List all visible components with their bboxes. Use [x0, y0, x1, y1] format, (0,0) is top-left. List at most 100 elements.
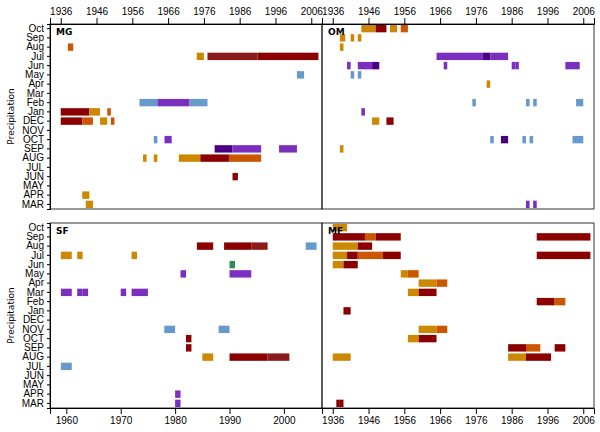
- bar: [437, 326, 448, 333]
- tick-mark: [47, 310, 50, 311]
- bar: [333, 261, 344, 268]
- bar: [376, 25, 387, 32]
- bar: [61, 108, 90, 115]
- bar: [83, 289, 88, 296]
- bar: [175, 390, 180, 397]
- bar: [555, 344, 566, 351]
- tick-mark: [47, 375, 50, 376]
- panel: 19601970198019902000OctSepAugJulJunMayAp…: [6, 222, 323, 426]
- tick-mark: [476, 408, 477, 414]
- bar: [224, 242, 251, 249]
- tick-mark: [47, 93, 50, 94]
- tick-mark: [47, 366, 50, 367]
- bar: [89, 108, 100, 115]
- bar: [522, 136, 526, 143]
- tick-label: 1996: [265, 6, 288, 17]
- x-tick: 1980: [164, 408, 187, 426]
- bar: [576, 99, 583, 106]
- bar: [472, 99, 476, 106]
- bar: [419, 326, 437, 333]
- bar: [537, 252, 591, 259]
- bar: [351, 71, 355, 78]
- tick-label: 1956: [394, 6, 417, 17]
- x-tick: 1956: [394, 6, 417, 24]
- x-tick: 2006: [573, 6, 596, 24]
- bar: [132, 252, 137, 259]
- x-tick: 1976: [193, 6, 216, 24]
- panel-title: MG: [56, 27, 72, 37]
- tick-mark: [47, 246, 50, 247]
- bar: [61, 363, 72, 370]
- tick-label: 1970: [110, 415, 133, 426]
- panel-title: MF: [328, 226, 343, 236]
- tick-mark: [47, 329, 50, 330]
- bar: [179, 154, 200, 161]
- x-tick: 1936: [322, 408, 345, 426]
- bar: [306, 242, 317, 249]
- bar: [143, 154, 147, 161]
- bar: [154, 154, 158, 161]
- tick-mark: [121, 408, 122, 414]
- tick-mark: [369, 18, 370, 24]
- x-tick: 1956: [394, 408, 417, 426]
- axis-line: [323, 18, 595, 25]
- bar: [358, 71, 362, 78]
- bar: [358, 252, 383, 259]
- x-tick: 1946: [358, 408, 381, 426]
- bar: [515, 62, 519, 69]
- y-tick: MAR: [22, 398, 50, 409]
- tick-mark: [47, 130, 50, 131]
- panel-title: OM: [328, 27, 345, 37]
- bar: [437, 53, 484, 60]
- tick-mark: [47, 102, 50, 103]
- bar: [419, 289, 437, 296]
- tick-mark: [47, 347, 50, 348]
- x-tick: 1976: [465, 408, 488, 426]
- bar: [229, 154, 261, 161]
- bar: [132, 289, 148, 296]
- bar: [340, 400, 344, 407]
- bar: [419, 279, 437, 286]
- bar: [121, 289, 126, 296]
- y-axis: OctSepAugJulJunMayAprMarFebJanDECNOVOCTS…: [22, 23, 51, 210]
- axis-line: [51, 409, 323, 415]
- bars: [61, 242, 317, 407]
- bar: [219, 326, 230, 333]
- bar: [508, 353, 526, 360]
- bar: [437, 279, 448, 286]
- bar: [258, 53, 319, 60]
- bar: [230, 261, 235, 268]
- x-tick: 1986: [229, 6, 252, 24]
- bar: [336, 400, 340, 407]
- bar: [343, 261, 357, 268]
- bar: [537, 233, 591, 240]
- x-tick: 1990: [219, 408, 242, 426]
- axis-line: [51, 18, 323, 25]
- x-tick: 1996: [265, 6, 288, 24]
- bar: [408, 335, 419, 342]
- bar: [408, 270, 419, 277]
- bar: [200, 154, 229, 161]
- tick-mark: [512, 408, 513, 414]
- bars: [333, 224, 591, 407]
- x-tick: 1936: [322, 6, 345, 24]
- x-tick: 1946: [86, 6, 109, 24]
- tick-mark: [440, 18, 441, 24]
- bar: [197, 242, 213, 249]
- tick-mark: [240, 18, 241, 24]
- tick-mark: [47, 47, 50, 48]
- panel: 19361946195619661976198619962006MF: [322, 223, 595, 426]
- tick-label: 1976: [193, 6, 216, 17]
- tick-mark: [47, 264, 50, 265]
- tick-mark: [47, 292, 50, 293]
- tick-mark: [47, 227, 50, 228]
- tick-mark: [547, 408, 548, 414]
- tick-mark: [333, 18, 334, 24]
- chart-root: 19361946195619661976198619962006OctSepAu…: [0, 0, 600, 432]
- bar: [230, 270, 252, 277]
- tick-mark: [583, 18, 584, 24]
- tick-mark: [132, 18, 133, 24]
- tick-mark: [47, 167, 50, 168]
- tick-mark: [547, 18, 548, 24]
- bar: [555, 298, 566, 305]
